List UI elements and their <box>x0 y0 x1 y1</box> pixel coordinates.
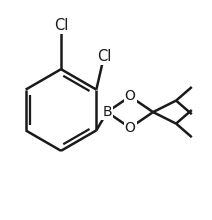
Text: O: O <box>125 89 135 103</box>
Text: B: B <box>102 105 112 119</box>
Text: Cl: Cl <box>54 18 68 33</box>
Text: Cl: Cl <box>97 49 111 64</box>
Text: O: O <box>125 121 135 135</box>
